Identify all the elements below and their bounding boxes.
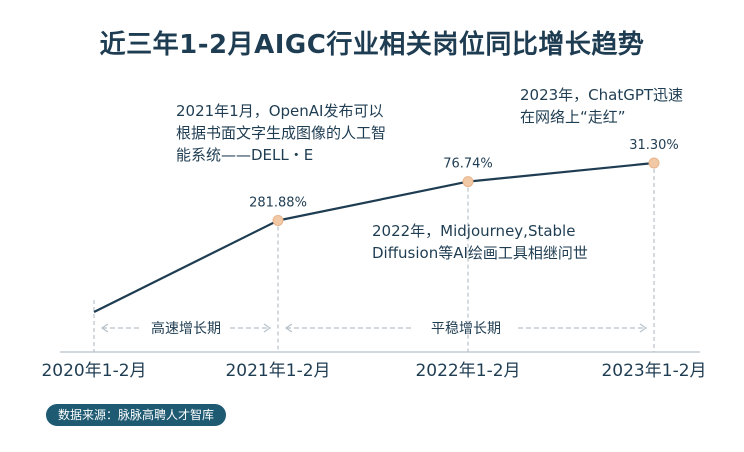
phase-arrowhead-right xyxy=(639,323,648,333)
annotation-2022: 2022年，Midjourney,Stable Diffusion等AI绘画工具… xyxy=(372,222,588,262)
x-tick-label: 2021年1-2月 xyxy=(225,361,330,381)
data-point xyxy=(648,157,660,169)
phase-arrowhead-left xyxy=(100,323,109,333)
data-point xyxy=(462,176,474,188)
annotation-2021: 2021年1月，OpenAI发布可以 根据书面文字生成图像的人工智 能系统——D… xyxy=(176,102,387,164)
phase-arrowhead-left xyxy=(284,323,293,333)
data-label: 31.30% xyxy=(629,138,679,153)
data-point xyxy=(272,214,284,226)
chart-title: 近三年1-2月AIGC行业相关岗位同比增长趋势 xyxy=(99,30,645,60)
data-label: 76.74% xyxy=(443,157,493,172)
phase-label: 平稳增长期 xyxy=(431,321,501,337)
series-line xyxy=(93,161,655,313)
phase-arrowhead-right xyxy=(263,323,272,333)
x-tick-label: 2020年1-2月 xyxy=(41,361,146,381)
source-badge: 数据来源：脉脉高聘人才智库 xyxy=(46,404,227,426)
data-label: 281.88% xyxy=(249,195,307,210)
annotation-2023: 2023年，ChatGPT迅速 在网络上“走红” xyxy=(520,86,684,126)
x-tick-label: 2022年1-2月 xyxy=(415,361,520,381)
phase-label: 高速增长期 xyxy=(151,320,221,337)
x-tick-label: 2023年1-2月 xyxy=(601,361,706,381)
